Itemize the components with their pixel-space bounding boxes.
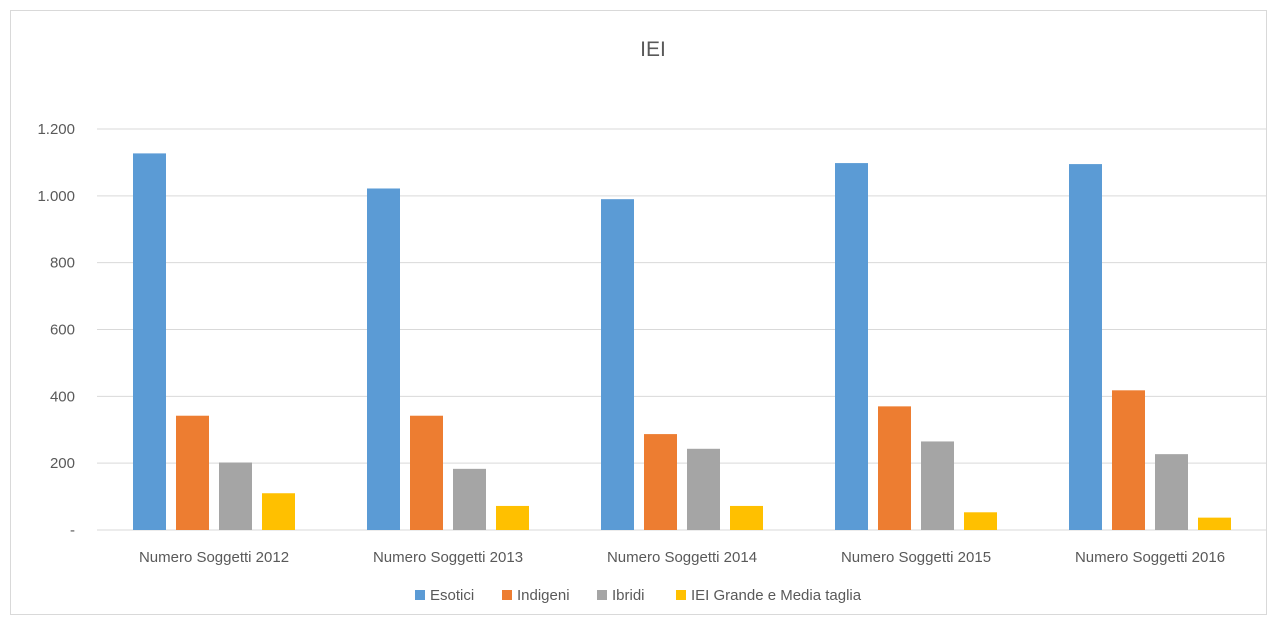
legend-label: IEI Grande e Media taglia [691,587,862,604]
bar-iei-grande-e-media-taglia-0 [262,493,295,530]
legend-label: Esotici [430,587,474,604]
bars [133,153,1231,531]
y-tick-label: 200 [50,455,75,472]
bar-esotici-4 [1069,164,1102,530]
y-tick-label: 1.200 [37,121,75,138]
bar-ibridi-3 [921,441,954,530]
bar-iei-grande-e-media-taglia-3 [964,512,997,530]
y-tick-label: 600 [50,322,75,339]
bar-indigeni-4 [1112,390,1145,530]
bar-iei-grande-e-media-taglia-1 [496,505,529,530]
legend-swatch [676,590,686,600]
bar-ibridi-1 [453,468,486,530]
bar-iei-grande-e-media-taglia-4 [1198,517,1231,530]
bar-indigeni-3 [878,406,911,530]
x-tick-label: Numero Soggetti 2014 [607,549,757,566]
y-axis: - 200 400 600 800 1.000 1.200 [37,121,75,539]
bar-esotici-2 [601,199,634,531]
bar-ibridi-4 [1155,454,1188,530]
bar-indigeni-0 [176,415,209,530]
bar-esotici-1 [367,188,400,530]
legend-label: Ibridi [612,587,645,604]
legend-swatch [597,590,607,600]
y-tick-label: - [70,522,75,539]
bar-ibridi-0 [219,462,252,530]
y-tick-label: 400 [50,388,75,405]
x-axis: Numero Soggetti 2012 Numero Soggetti 2013… [139,549,1225,566]
legend-label: Indigeni [517,587,570,604]
x-tick-label: Numero Soggetti 2013 [373,549,523,566]
x-tick-label: Numero Soggetti 2016 [1075,549,1225,566]
x-tick-label: Numero Soggetti 2012 [139,549,289,566]
bar-indigeni-2 [644,434,677,530]
x-tick-label: Numero Soggetti 2015 [841,549,991,566]
legend-swatch [502,590,512,600]
bar-esotici-3 [835,163,868,530]
bar-ibridi-2 [687,448,720,530]
legend: Esotici Indigeni Ibridi IEI Grande e Media … [415,587,862,604]
legend-swatch [415,590,425,600]
y-tick-label: 800 [50,255,75,272]
bar-iei-grande-e-media-taglia-2 [730,505,763,530]
bar-esotici-0 [133,153,166,530]
bar-indigeni-1 [410,415,443,530]
y-tick-label: 1.000 [37,188,75,205]
chart-title: IEI [640,38,666,61]
